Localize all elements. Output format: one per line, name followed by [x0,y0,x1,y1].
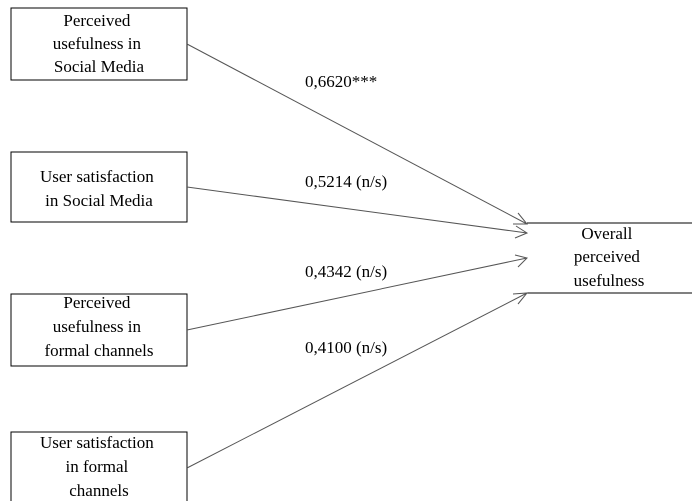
arrowhead-icon [514,225,529,239]
path-arrow-pu-formal [186,257,528,331]
node-label-line: usefulness in [53,317,142,336]
arrowhead-icon [513,212,529,225]
node-label-line: channels [69,481,128,500]
node-label-line: usefulness [574,271,645,290]
coefficient-us-formal: 0,4100 (n/s) [305,338,387,357]
node-perceived-usefulness-formal-channels: Perceived usefulness in formal channels [10,293,188,367]
svg-text:User satisfaction in for: User satisfaction in formal channels [40,433,158,500]
coefficient-us-social: 0,5214 (n/s) [305,172,387,191]
path-arrows [186,43,529,469]
svg-text:Overall perceived: Overall perceived usefulness [574,224,645,290]
node-label-line: User satisfaction [40,167,154,186]
coefficient-pu-formal: 0,4342 (n/s) [305,262,387,281]
node-perceived-usefulness-social-media: Perceived usefulness in Social Media [10,7,188,81]
node-label-line: in Social Media [45,191,153,210]
node-label-line: usefulness in [53,34,142,53]
arrowhead-icon [512,292,529,305]
node-label-line: Perceived [63,11,131,30]
node-box [10,151,188,223]
path-coefficients: 0,6620*** 0,5214 (n/s) 0,4342 (n/s) 0,41… [305,72,387,357]
node-label-line: Perceived [63,293,131,312]
path-arrow-pu-social [186,43,528,225]
svg-text:Perceived usefulness in: Perceived usefulness in formal channels [44,293,153,360]
node-label-line: formal channels [44,341,153,360]
svg-text:Perceived usefulness in: Perceived usefulness in Social Media [53,11,146,76]
node-overall-perceived-usefulness: Overall perceived usefulness [527,222,692,294]
node-label-line: User satisfaction [40,433,154,452]
svg-text:User satisfaction in Soc: User satisfaction in Social Media [40,167,158,210]
node-box [10,7,188,81]
coefficient-pu-social: 0,6620*** [305,72,377,91]
path-arrow-us-formal [186,292,528,469]
arrowhead-icon [514,254,528,268]
node-user-satisfaction-formal-channels: User satisfaction in formal channels [10,431,188,501]
node-user-satisfaction-social-media: User satisfaction in Social Media [10,151,188,223]
node-label-line: Overall [581,224,632,243]
node-label-line: Social Media [54,57,145,76]
node-label-line: perceived [574,247,641,266]
node-label-line: in formal [65,457,128,476]
node-box [10,431,188,501]
path-arrow-us-social [186,186,528,234]
